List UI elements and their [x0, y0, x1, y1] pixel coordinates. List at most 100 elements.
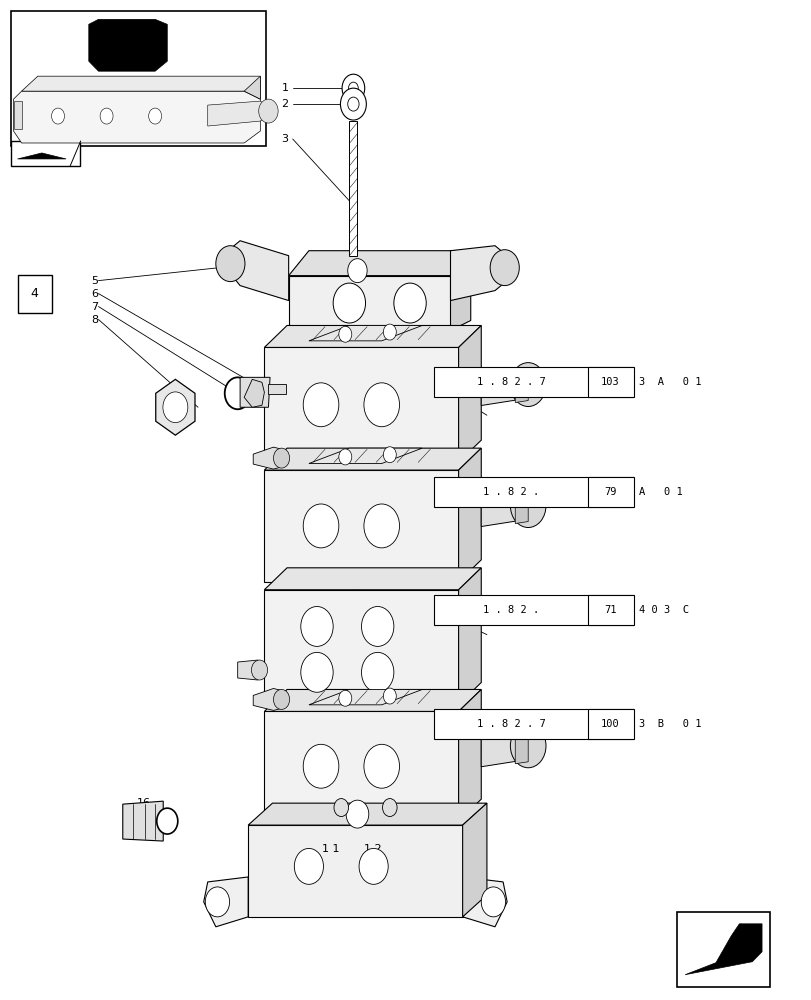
Polygon shape	[288, 251, 470, 276]
Polygon shape	[308, 448, 422, 464]
Bar	[434, 595, 632, 625]
Bar	[11, 141, 79, 166]
Circle shape	[510, 724, 545, 768]
Circle shape	[510, 484, 545, 528]
Polygon shape	[253, 688, 281, 710]
Circle shape	[481, 887, 505, 917]
Polygon shape	[244, 76, 260, 99]
Polygon shape	[238, 660, 258, 680]
Text: 103: 103	[600, 377, 619, 387]
Circle shape	[348, 82, 358, 94]
Circle shape	[382, 799, 397, 817]
Polygon shape	[248, 825, 462, 917]
Circle shape	[51, 108, 64, 124]
Text: 3  B   0 1: 3 B 0 1	[638, 719, 701, 729]
Text: 6: 6	[92, 289, 98, 299]
Circle shape	[303, 383, 338, 427]
Polygon shape	[88, 19, 167, 71]
Circle shape	[148, 108, 161, 124]
Polygon shape	[458, 689, 481, 821]
Bar	[18, 275, 51, 313]
Text: 1 . 8 2 . 7: 1 . 8 2 . 7	[476, 377, 545, 387]
Polygon shape	[450, 246, 507, 301]
Polygon shape	[458, 568, 481, 704]
Polygon shape	[462, 803, 487, 917]
Polygon shape	[264, 689, 481, 711]
Polygon shape	[244, 379, 264, 407]
Circle shape	[361, 607, 393, 646]
Bar	[587, 477, 633, 507]
Polygon shape	[268, 384, 286, 394]
Circle shape	[393, 283, 426, 323]
Circle shape	[333, 283, 365, 323]
Text: 8: 8	[92, 315, 98, 325]
Polygon shape	[240, 377, 270, 407]
Circle shape	[340, 88, 366, 120]
Text: 1 . 8 2 .: 1 . 8 2 .	[483, 487, 539, 497]
Circle shape	[510, 363, 545, 407]
Polygon shape	[228, 241, 288, 301]
Text: 71: 71	[603, 605, 616, 615]
Polygon shape	[462, 877, 507, 927]
Bar	[587, 367, 633, 397]
Text: 2: 2	[281, 99, 288, 109]
Circle shape	[338, 449, 351, 465]
Circle shape	[363, 383, 399, 427]
Circle shape	[216, 246, 245, 282]
Text: 79: 79	[603, 487, 616, 497]
Bar	[11, 11, 266, 146]
Bar	[676, 912, 769, 987]
Polygon shape	[450, 251, 470, 330]
Polygon shape	[458, 325, 481, 462]
Polygon shape	[481, 371, 525, 406]
Circle shape	[273, 448, 290, 468]
Polygon shape	[515, 730, 527, 764]
Circle shape	[303, 744, 338, 788]
Polygon shape	[481, 492, 525, 527]
Circle shape	[225, 377, 251, 409]
Circle shape	[294, 848, 323, 884]
Circle shape	[303, 504, 338, 548]
Circle shape	[333, 799, 348, 817]
Bar	[587, 709, 633, 739]
Polygon shape	[515, 369, 527, 403]
Circle shape	[338, 690, 351, 706]
Polygon shape	[18, 153, 66, 159]
Circle shape	[100, 108, 113, 124]
Text: 1 2: 1 2	[363, 844, 381, 854]
Bar	[349, 121, 357, 256]
Polygon shape	[264, 711, 458, 821]
Text: 4: 4	[31, 287, 38, 300]
Polygon shape	[308, 689, 422, 705]
Polygon shape	[248, 803, 487, 825]
Circle shape	[273, 689, 290, 709]
Bar	[434, 477, 632, 507]
Text: 100: 100	[600, 719, 619, 729]
Polygon shape	[264, 568, 481, 590]
Circle shape	[338, 326, 351, 342]
Polygon shape	[253, 447, 281, 469]
Circle shape	[347, 97, 358, 111]
Circle shape	[205, 887, 230, 917]
Polygon shape	[515, 490, 527, 524]
Text: 1: 1	[281, 83, 288, 93]
Circle shape	[259, 99, 278, 123]
Circle shape	[157, 808, 178, 834]
Polygon shape	[14, 101, 22, 129]
Text: 1 . 8 2 .: 1 . 8 2 .	[483, 605, 539, 615]
Circle shape	[347, 259, 367, 283]
Polygon shape	[264, 448, 481, 470]
Polygon shape	[308, 325, 422, 341]
Circle shape	[345, 800, 368, 828]
Polygon shape	[204, 877, 248, 927]
Text: 16: 16	[137, 798, 151, 808]
Bar	[434, 709, 632, 739]
Polygon shape	[264, 590, 458, 704]
Polygon shape	[481, 732, 525, 767]
Bar	[434, 367, 632, 397]
Polygon shape	[288, 276, 450, 330]
Text: 1 1: 1 1	[322, 844, 339, 854]
Text: 7: 7	[92, 302, 98, 312]
Text: 15: 15	[137, 812, 151, 822]
Text: 1 . 8 2 . 7: 1 . 8 2 . 7	[476, 719, 545, 729]
